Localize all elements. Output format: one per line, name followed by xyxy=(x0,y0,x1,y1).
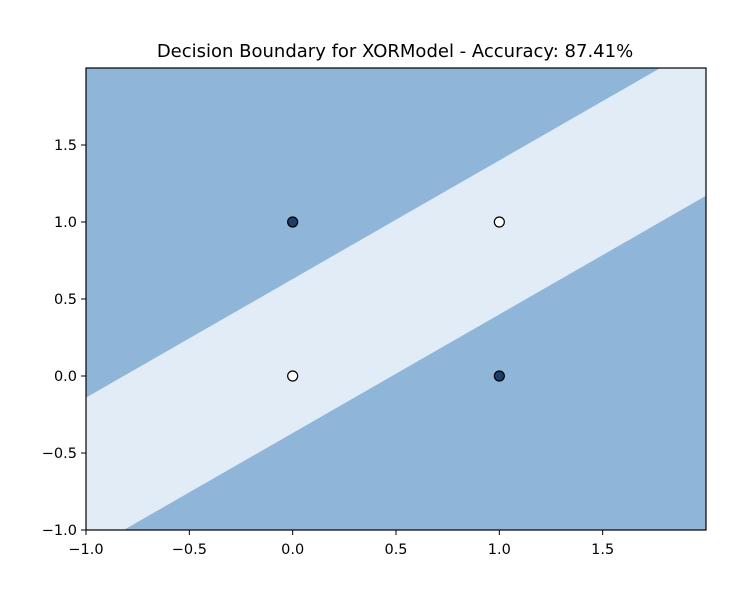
y-tick-label: 0.5 xyxy=(54,292,77,308)
data-point-2 xyxy=(287,370,299,382)
y-tick-label: 1.5 xyxy=(54,138,77,154)
y-tick-label: −1.0 xyxy=(42,523,77,539)
data-point-0 xyxy=(287,216,299,228)
x-tick-label: 0.5 xyxy=(384,542,407,558)
data-point-3 xyxy=(493,216,505,228)
y-tick-label: −0.5 xyxy=(42,446,77,462)
x-tick-label: −0.5 xyxy=(172,542,207,558)
y-tick-label: 1.0 xyxy=(54,215,77,231)
x-tick-label: 1.0 xyxy=(488,542,511,558)
y-tick-label: 0.0 xyxy=(54,369,77,385)
x-tick-label: 0.0 xyxy=(281,542,304,558)
x-tick-label: −1.0 xyxy=(68,542,103,558)
chart-title: Decision Boundary for XORModel - Accurac… xyxy=(157,41,633,62)
data-point-1 xyxy=(493,370,505,382)
x-tick-label: 1.5 xyxy=(591,542,614,558)
x-axis: −1.0 −0.5 0.0 0.5 1.0 1.5 xyxy=(68,530,614,558)
y-axis: −1.0 −0.5 0.0 0.5 1.0 1.5 xyxy=(42,138,86,539)
data-points xyxy=(287,216,505,382)
